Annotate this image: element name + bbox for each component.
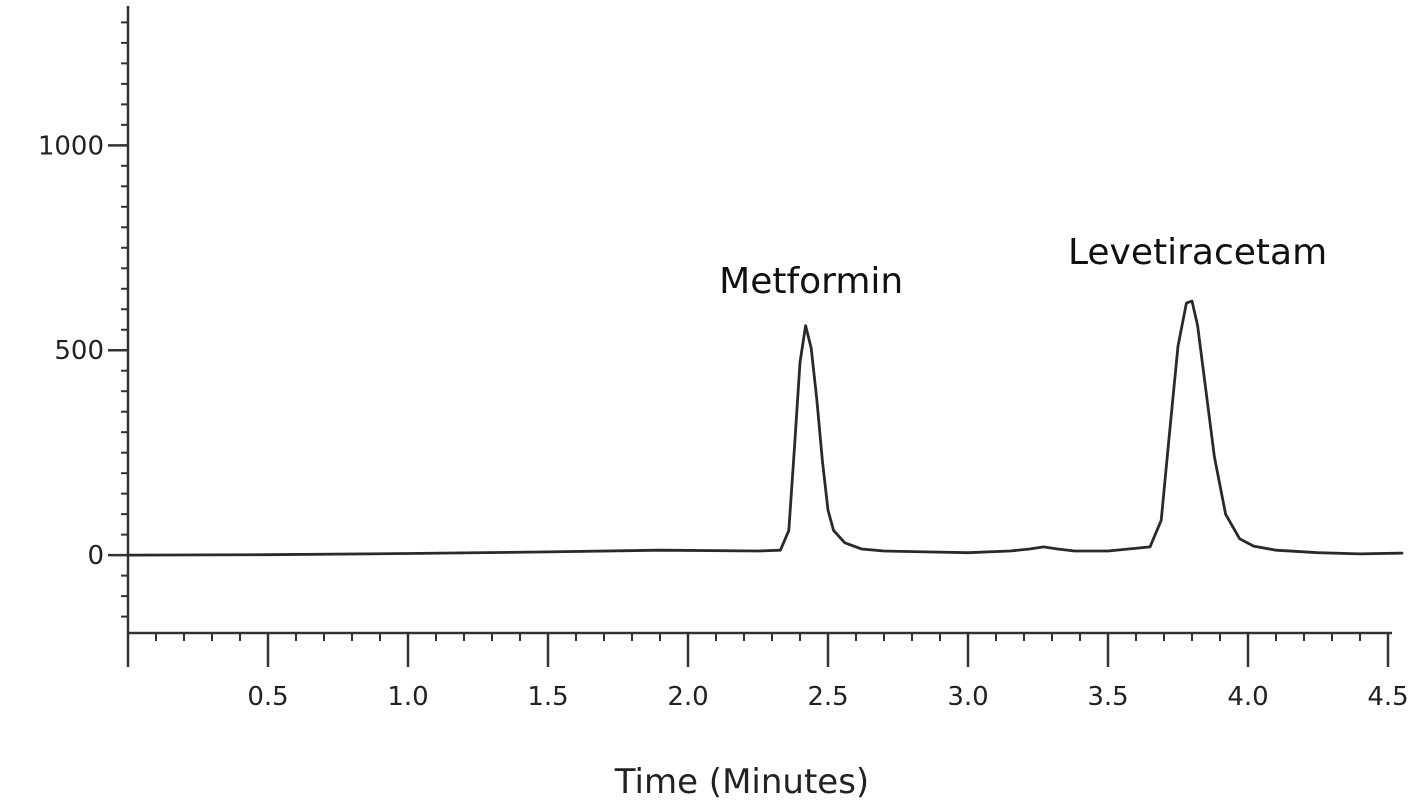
- x-axis-title: Time (Minutes): [614, 762, 869, 802]
- y-tick-label: 1000: [38, 131, 104, 161]
- x-tick-label: 1.0: [387, 682, 428, 712]
- x-tick-label: 4.0: [1227, 682, 1268, 712]
- y-tick-label: 0: [87, 541, 104, 571]
- x-axis: 0.5 1.0 1.5 2.0 2.5 3.0 3.5 4.0 4.5: [128, 631, 1409, 712]
- x-tick-label: 1.5: [527, 682, 568, 712]
- y-tick-label: 500: [54, 336, 104, 366]
- chromatogram-trace: [126, 299, 1404, 557]
- plot-area: [126, 299, 1404, 557]
- y-axis: 0 500 1000: [38, 6, 130, 667]
- x-tick-label: 0.5: [247, 682, 288, 712]
- peak-label: Metformin: [719, 261, 903, 302]
- x-tick-label: 2.5: [807, 682, 848, 712]
- x-tick-label: 2.0: [667, 682, 708, 712]
- x-tick-label: 3.0: [947, 682, 988, 712]
- x-tick-label: 4.5: [1367, 682, 1408, 712]
- x-tick-label: 3.5: [1087, 682, 1128, 712]
- annotations: Metformin Levetiracetam: [719, 232, 1327, 302]
- peak-label: Levetiracetam: [1068, 232, 1327, 273]
